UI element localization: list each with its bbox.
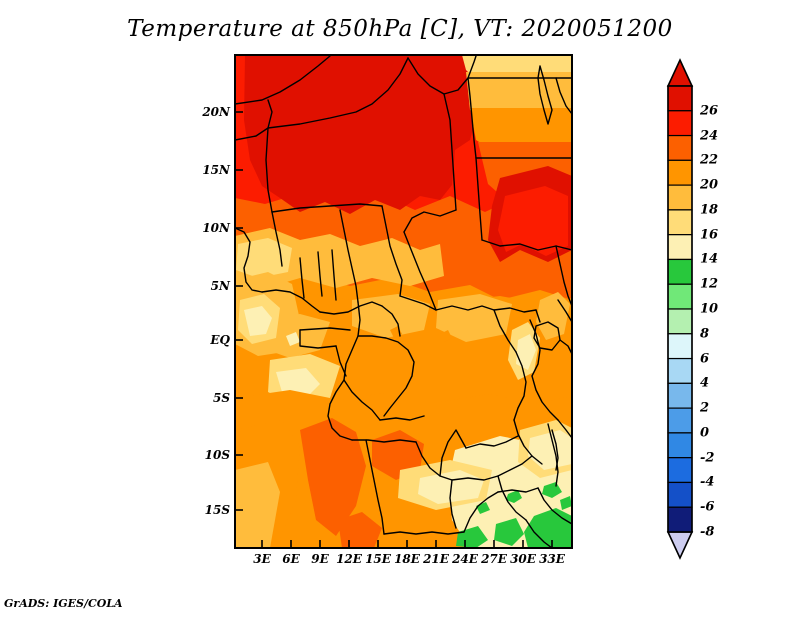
colorbar-band — [667, 382, 693, 409]
colorbar-band — [667, 258, 693, 285]
latitude-tick-label: 15N — [202, 163, 230, 177]
colorbar-band — [667, 184, 693, 211]
colorbar-tick-label: 0 — [700, 425, 710, 441]
colorbar-tick-label: 18 — [700, 202, 719, 218]
page-title: Temperature at 850hPa [C], VT: 202005120… — [127, 16, 673, 42]
axis-ticks — [235, 111, 553, 548]
colorbar-tick-label: 14 — [700, 251, 719, 267]
colorbar-band — [667, 308, 693, 335]
colorbar-band — [667, 481, 693, 508]
colorbar-cap-top — [666, 58, 694, 87]
colorbar-band — [667, 506, 693, 533]
colorbar-band — [667, 159, 693, 186]
latitude-tick-label: 20N — [202, 105, 230, 119]
longitude-tick-label: 30E — [510, 552, 536, 566]
latitude-tick-label: 10S — [204, 448, 230, 462]
colorbar-tick-label: 4 — [700, 375, 710, 391]
longitude-tick-label: 21E — [423, 552, 449, 566]
longitude-tick-label: 33E — [539, 552, 565, 566]
colorbar-band — [667, 234, 693, 261]
colorbar — [666, 58, 694, 560]
country-borders — [235, 55, 572, 548]
colorbar-tick-label: -8 — [700, 524, 715, 540]
map-frame — [234, 54, 573, 549]
latitude-tick-label: 10N — [202, 221, 230, 235]
colorbar-tick-label: 26 — [700, 103, 719, 119]
colorbar-tick-label: -6 — [700, 499, 715, 515]
colorbar-tick-label: 12 — [700, 276, 719, 292]
latitude-tick-label: EQ — [210, 333, 230, 347]
colorbar-band — [667, 110, 693, 137]
colorbar-band — [667, 209, 693, 236]
longitude-tick-label: 6E — [282, 552, 300, 566]
colorbar-tick-label: -2 — [700, 450, 715, 466]
longitude-tick-label: 24E — [452, 552, 478, 566]
colorbar-band — [667, 407, 693, 434]
longitude-tick-label: 18E — [394, 552, 420, 566]
temperature-field — [235, 55, 572, 548]
colorbar-band — [667, 134, 693, 161]
latitude-tick-label: 15S — [204, 503, 230, 517]
latitude-tick-label: 5N — [210, 279, 230, 293]
colorbar-tick-label: 10 — [700, 301, 719, 317]
colorbar-tick-label: 22 — [700, 152, 719, 168]
longitude-tick-label: 27E — [481, 552, 507, 566]
colorbar-tick-label: 6 — [700, 351, 710, 367]
longitude-tick-label: 9E — [311, 552, 329, 566]
longitude-tick-label: 3E — [253, 552, 271, 566]
colorbar-cap-bottom — [666, 531, 694, 560]
colorbar-bands — [667, 85, 693, 533]
colorbar-tick-label: 2 — [700, 400, 710, 416]
colorbar-band — [667, 457, 693, 484]
colorbar-frame — [667, 85, 693, 533]
latitude-tick-label: 5S — [212, 391, 230, 405]
colorbar-tick-label: 16 — [700, 227, 719, 243]
colorbar-band — [667, 283, 693, 310]
longitude-tick-label: 12E — [336, 552, 362, 566]
colorbar-band — [667, 432, 693, 459]
colorbar-band — [667, 357, 693, 384]
colorbar-band — [667, 85, 693, 112]
colorbar-tick-label: 24 — [700, 128, 719, 144]
colorbar-tick-label: -4 — [700, 474, 715, 490]
colorbar-band — [667, 333, 693, 360]
footer-credit: GrADS: IGES/COLA — [4, 597, 123, 610]
colorbar-tick-label: 20 — [700, 177, 719, 193]
longitude-tick-label: 15E — [365, 552, 391, 566]
colorbar-tick-label: 8 — [700, 326, 710, 342]
